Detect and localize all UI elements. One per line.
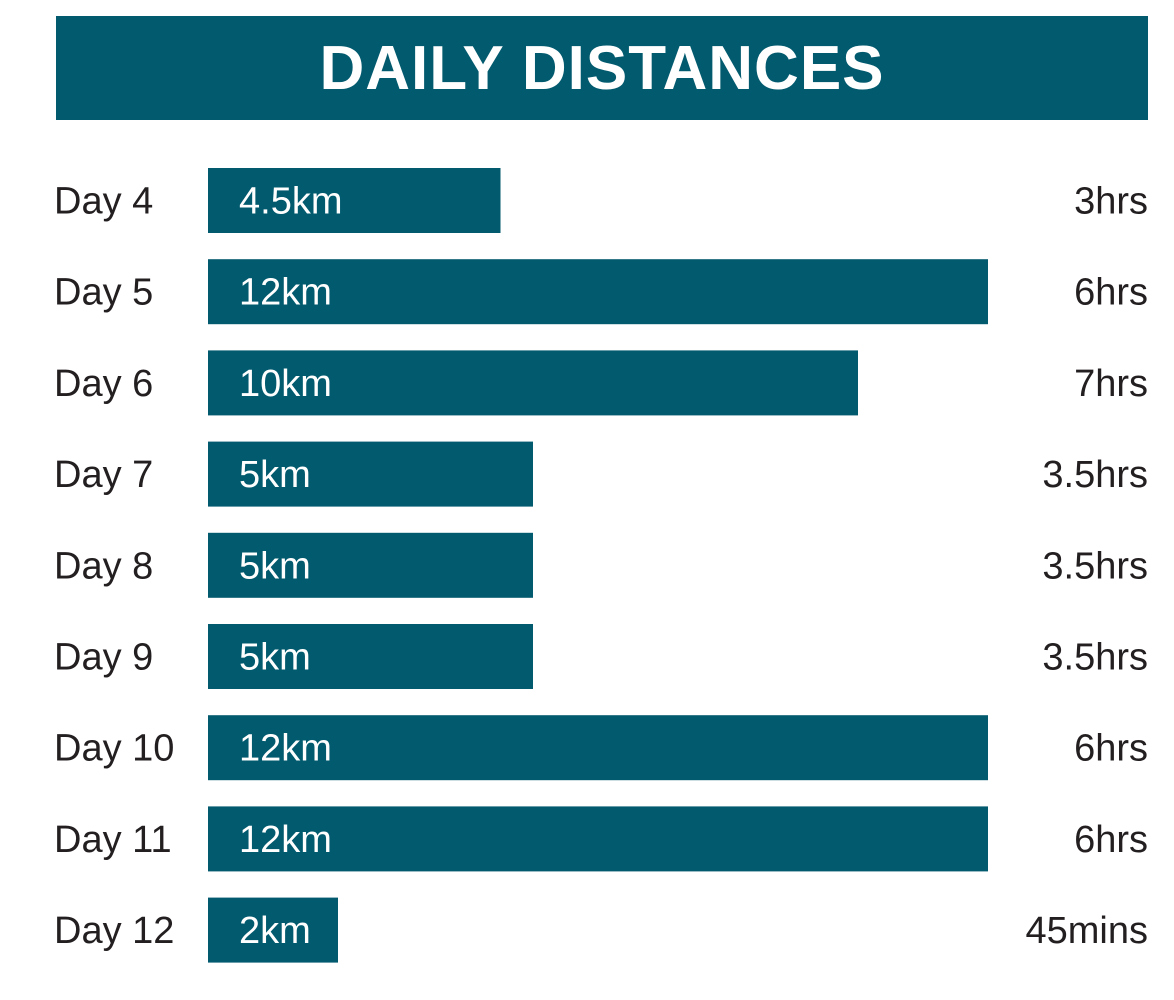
category-label: Day 8 xyxy=(54,545,153,587)
bar xyxy=(208,715,988,781)
bar-value-label: 12km xyxy=(239,272,332,314)
bar-value-label: 2km xyxy=(239,910,311,952)
duration-label: 6hrs xyxy=(1074,819,1148,861)
duration-label: 6hrs xyxy=(1074,272,1148,314)
category-label: Day 4 xyxy=(54,181,153,223)
category-label: Day 12 xyxy=(54,910,174,952)
bar xyxy=(208,168,501,233)
duration-label: 3.5hrs xyxy=(1042,637,1148,679)
category-label: Day 5 xyxy=(54,272,153,314)
duration-label: 3.5hrs xyxy=(1042,545,1148,587)
bar xyxy=(208,259,988,325)
category-label: Day 9 xyxy=(54,637,153,679)
duration-label: 3hrs xyxy=(1074,181,1148,223)
duration-label: 6hrs xyxy=(1074,728,1148,770)
bar xyxy=(208,624,533,689)
bar xyxy=(208,897,338,963)
bar-value-label: 10km xyxy=(239,363,332,405)
bar-value-label: 12km xyxy=(239,728,332,770)
category-label: Day 10 xyxy=(54,728,174,770)
bar xyxy=(208,350,858,416)
bar xyxy=(208,532,533,598)
duration-label: 3.5hrs xyxy=(1042,454,1148,496)
bar xyxy=(208,441,533,507)
bar-value-label: 12km xyxy=(239,819,332,861)
category-label: Day 6 xyxy=(54,363,153,405)
chart-title: DAILY DISTANCES xyxy=(319,33,885,103)
duration-label: 7hrs xyxy=(1074,363,1148,405)
bar-value-label: 5km xyxy=(239,454,311,496)
bar-value-label: 5km xyxy=(239,545,311,587)
bar xyxy=(208,806,988,872)
bar-value-label: 4.5km xyxy=(239,181,342,223)
bar-value-label: 5km xyxy=(239,637,311,679)
category-label: Day 7 xyxy=(54,454,153,496)
duration-label: 45mins xyxy=(1026,910,1149,952)
category-label: Day 11 xyxy=(54,819,172,861)
title-banner: DAILY DISTANCES xyxy=(56,16,1148,120)
